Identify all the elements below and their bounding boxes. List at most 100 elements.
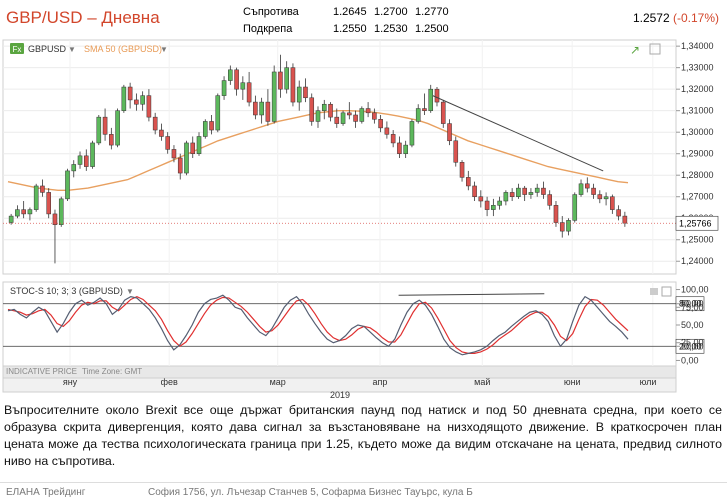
y-tick-label: 1,24000 [681, 256, 714, 266]
candle-body [478, 196, 484, 202]
candle-body [591, 187, 596, 195]
chevron-down-icon[interactable]: ▼ [126, 287, 134, 296]
stoch-d-line [7, 295, 629, 354]
candle-body [246, 82, 252, 103]
year-band [2, 377, 677, 393]
symbol-label: GBPUSD [28, 44, 67, 54]
candle-body [347, 112, 352, 116]
time-zone-label: Time Zone: GMT [82, 367, 142, 376]
candle-body [534, 187, 540, 193]
price-trendline [432, 95, 604, 172]
candle-body [209, 121, 214, 131]
candle-body [516, 187, 521, 197]
x-month-label: фев [161, 377, 178, 387]
resistance-value-3: 1.2770 [415, 5, 449, 18]
y-tick-label: 1,33000 [681, 63, 714, 73]
trend-arrow-icon: ↗ [630, 43, 640, 57]
candle-body [384, 127, 390, 135]
stoch-label: STOC-S 10; 3; 3 (GBPUSD) [10, 286, 123, 296]
resistance-value-1: 1.2645 [333, 5, 367, 18]
candle-body [52, 213, 58, 225]
candle-body [184, 142, 189, 174]
resistance-value-2: 1.2700 [374, 5, 408, 18]
candle-body [40, 185, 45, 193]
candle-body [177, 157, 183, 174]
chevron-down-icon[interactable]: ▼ [160, 45, 168, 54]
stoch-y-tick-label: 0,00 [681, 355, 699, 365]
candle-body [453, 140, 459, 163]
y-tick-label: 1,31000 [681, 106, 714, 116]
current-price: 1.2572 (-0.17%) [633, 11, 719, 25]
candle-body [340, 112, 346, 124]
candle-body [190, 142, 196, 154]
candle-body [491, 205, 496, 210]
candle-body [422, 108, 427, 111]
fx-icon [10, 43, 24, 54]
candle-body [83, 155, 89, 167]
year-label: 2019 [330, 390, 350, 400]
candle-body [378, 119, 383, 129]
candle-body [466, 177, 471, 187]
candle-body [121, 86, 127, 111]
candle-body [134, 99, 139, 105]
axes: 1,34000 1,33000 1,32000 1,31000 1,30000 1,290… [3, 41, 719, 400]
candle-body [321, 103, 327, 111]
last-price-box [675, 215, 719, 231]
x-month-label: яну [63, 377, 78, 387]
candle-body [372, 112, 377, 120]
candle-body [127, 86, 133, 101]
candle-body [159, 129, 164, 137]
candle-body [71, 164, 77, 172]
candle-body [309, 97, 315, 122]
price-value: 1.2572 [632, 11, 670, 25]
y-tick-label: 1,30000 [681, 127, 714, 137]
price-panel-frame [2, 39, 677, 275]
y-tick-label: 1,34000 [681, 41, 714, 51]
stoch-level-label: 80,00 [679, 299, 702, 309]
stoch-y-tick-label: 20,00 [681, 341, 704, 351]
candle-body [46, 192, 51, 215]
candle-body [409, 121, 415, 146]
candle-body [597, 194, 603, 200]
candle-body [102, 116, 108, 135]
candle-body [559, 222, 565, 232]
candle-body [77, 155, 83, 165]
close-icon[interactable] [661, 286, 672, 297]
candle-body [165, 136, 170, 150]
candle-body [215, 95, 221, 131]
symbol-legend: Fx GBPUSD ▼ SMA 50 (GBPUSD) ▼ ↗ [10, 43, 661, 57]
candle-body [58, 198, 64, 225]
stoch-panel-frame [2, 281, 677, 367]
close-icon[interactable] [649, 43, 661, 55]
stoch-trendline [398, 293, 545, 296]
y-tick-label: 1,29000 [681, 149, 714, 159]
y-tick-label: 1,28000 [681, 170, 714, 180]
candle-body [603, 196, 609, 200]
candle-body [234, 69, 239, 90]
candle-body [221, 80, 227, 96]
candle-body [334, 116, 340, 124]
support-label: Подкрепа [243, 22, 293, 35]
candle-body [390, 134, 396, 144]
candle-body [547, 194, 553, 206]
candle-body [585, 183, 590, 189]
resistance-label: Съпротива [243, 5, 299, 18]
y-tick-label: 1,25000 [681, 235, 714, 245]
candle-body [522, 187, 527, 195]
candle-body [353, 114, 358, 122]
price-change: (-0.17%) [672, 11, 719, 25]
commentary: Въпросителните около Brexit все още държ… [4, 403, 722, 468]
indicative-price-label: INDICATIVE PRICE [6, 367, 77, 376]
stoch-y-tick-label: 75,00 [681, 302, 704, 312]
candle-body [528, 192, 534, 195]
lock-icon[interactable] [650, 288, 658, 295]
y-tick-label: 1,27000 [681, 192, 714, 202]
candle-body [90, 142, 95, 167]
chevron-down-icon[interactable]: ▼ [68, 45, 76, 54]
candle-body [259, 101, 264, 116]
candle-body [196, 136, 202, 154]
support-value-1: 1.2550 [333, 22, 367, 35]
candle-body [109, 134, 114, 146]
stoch-y-tick-label: 100,00 [681, 285, 709, 295]
candle-body [152, 116, 158, 131]
